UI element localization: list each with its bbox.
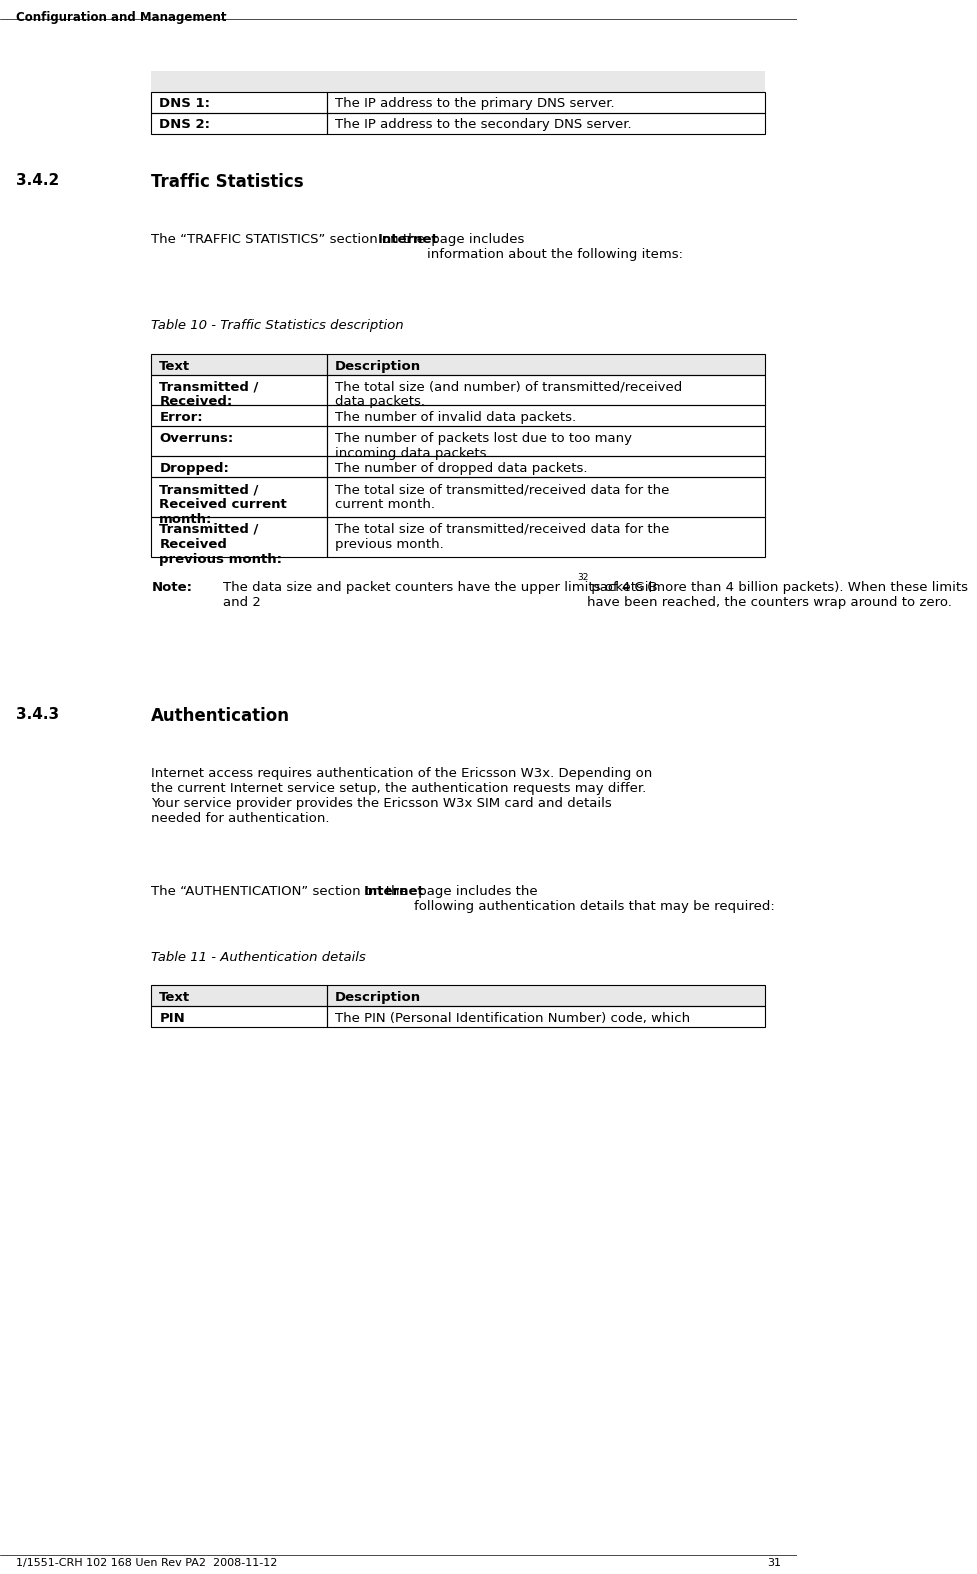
Text: Description: Description	[334, 359, 420, 373]
FancyBboxPatch shape	[151, 354, 764, 375]
Text: Internet: Internet	[363, 885, 424, 897]
Text: The number of dropped data packets.: The number of dropped data packets.	[334, 463, 586, 475]
Text: Error:: Error:	[159, 411, 203, 423]
Text: packets (more than 4 billion packets). When these limits
have been reached, the : packets (more than 4 billion packets). W…	[586, 581, 967, 609]
FancyBboxPatch shape	[151, 985, 764, 1006]
Text: The number of invalid data packets.: The number of invalid data packets.	[334, 411, 575, 423]
Text: Text: Text	[159, 992, 191, 1004]
Text: DNS 1:: DNS 1:	[159, 98, 210, 110]
Text: Configuration and Management: Configuration and Management	[16, 11, 227, 24]
Text: Traffic Statistics: Traffic Statistics	[151, 173, 304, 190]
Text: 1/1551-CRH 102 168 Uen Rev PA2  2008-11-12: 1/1551-CRH 102 168 Uen Rev PA2 2008-11-1…	[16, 1558, 277, 1568]
Text: Transmitted /
Received:: Transmitted / Received:	[159, 381, 259, 409]
Text: page includes the
following authentication details that may be required:: page includes the following authenticati…	[413, 885, 774, 913]
Text: Table 10 - Traffic Statistics description: Table 10 - Traffic Statistics descriptio…	[151, 320, 404, 332]
Text: The total size of transmitted/received data for the
current month.: The total size of transmitted/received d…	[334, 483, 668, 512]
Text: 3.4.2: 3.4.2	[16, 173, 60, 187]
Text: The total size (and number) of transmitted/received
data packets.: The total size (and number) of transmitt…	[334, 381, 681, 409]
Text: Table 11 - Authentication details: Table 11 - Authentication details	[151, 951, 365, 963]
FancyBboxPatch shape	[151, 71, 764, 91]
Text: 31: 31	[766, 1558, 780, 1568]
Text: The IP address to the secondary DNS server.: The IP address to the secondary DNS serv…	[334, 118, 630, 131]
Text: PIN: PIN	[159, 1012, 185, 1025]
Text: The “TRAFFIC STATISTICS” section on the: The “TRAFFIC STATISTICS” section on the	[151, 233, 429, 246]
Text: The PIN (Personal Identification Number) code, which: The PIN (Personal Identification Number)…	[334, 1012, 689, 1025]
Text: The “AUTHENTICATION” section on the: The “AUTHENTICATION” section on the	[151, 885, 412, 897]
Text: The total size of transmitted/received data for the
previous month.: The total size of transmitted/received d…	[334, 523, 668, 551]
Text: The number of packets lost due to too many
incoming data packets.: The number of packets lost due to too ma…	[334, 431, 631, 460]
Text: Transmitted /
Received
previous month:: Transmitted / Received previous month:	[159, 523, 282, 567]
Text: Overruns:: Overruns:	[159, 431, 234, 445]
Text: The data size and packet counters have the upper limits of 4 GiB
and 2: The data size and packet counters have t…	[223, 581, 658, 609]
Text: Authentication: Authentication	[151, 707, 290, 724]
Text: 32: 32	[576, 573, 588, 582]
Text: Dropped:: Dropped:	[159, 463, 229, 475]
Text: Text: Text	[159, 359, 191, 373]
Text: Description: Description	[334, 992, 420, 1004]
Text: 3.4.3: 3.4.3	[16, 707, 59, 722]
Text: DNS 2:: DNS 2:	[159, 118, 210, 131]
Text: Note:: Note:	[151, 581, 192, 593]
Text: page includes
information about the following items:: page includes information about the foll…	[427, 233, 683, 261]
Text: Internet access requires authentication of the Ericsson W3x. Depending on
the cu: Internet access requires authentication …	[151, 767, 652, 825]
Text: Internet: Internet	[377, 233, 439, 246]
Text: Transmitted /
Received current
month:: Transmitted / Received current month:	[159, 483, 287, 526]
Text: The IP address to the primary DNS server.: The IP address to the primary DNS server…	[334, 98, 614, 110]
